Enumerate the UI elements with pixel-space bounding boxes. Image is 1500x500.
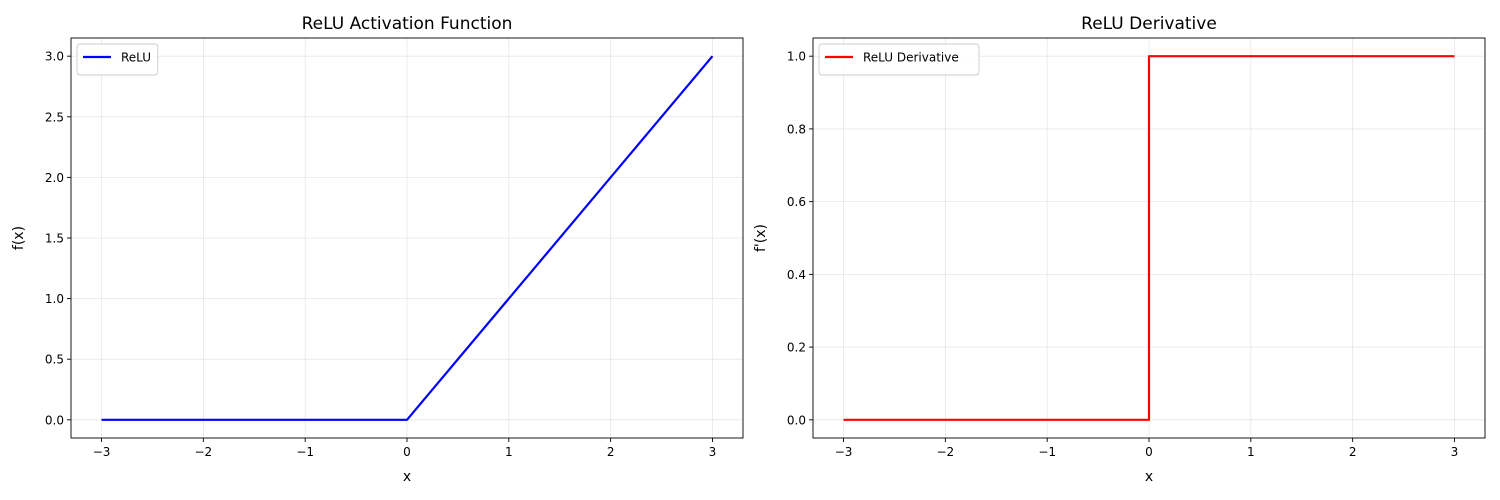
chart-2-series-line-1 <box>843 55 1455 421</box>
chart-1-y-axis-label: f(x) <box>11 226 27 250</box>
chart-2-x-tick-label: −2 <box>937 445 955 459</box>
chart-2-x-axis-label: x <box>1145 469 1153 485</box>
chart-2-y-tick-label: 1.0 <box>787 50 806 64</box>
chart-2-y-tick-label: 0.2 <box>787 341 806 355</box>
chart-1-legend: ReLU <box>76 43 159 76</box>
chart-1-y-tick-label: 3.0 <box>45 50 64 64</box>
chart-2-x-tick-label: 1 <box>1247 445 1255 459</box>
chart-1-y-tick-label: 1.0 <box>45 292 64 306</box>
chart-1-legend-box <box>76 43 159 76</box>
chart-1-y-tick-label: 1.5 <box>45 232 64 246</box>
chart-1-y-tick-label: 2.5 <box>45 110 64 124</box>
chart-1-x-tick-label: −3 <box>93 445 111 459</box>
chart-2-y-tick-label: 0.6 <box>787 195 806 209</box>
chart-1-x-tick-label: 2 <box>607 445 615 459</box>
chart-2-x-tick-label: −3 <box>835 445 853 459</box>
chart-2-legend: ReLU Derivative <box>818 43 980 76</box>
chart-1-y-tick-label: 0.0 <box>45 413 64 427</box>
chart-1: −3 −2 −1 0 1 2 3 0.0 0.5 1.0 1.5 2.0 2.5 3.0 x f(x) ReLU… <box>11 14 744 485</box>
chart-1-x-tick-label: −2 <box>195 445 213 459</box>
chart-2-x-tick-label: 0 <box>1145 445 1153 459</box>
chart-1-series-line-1 <box>101 55 714 421</box>
chart-2-legend-label: ReLU Derivative <box>863 51 959 65</box>
chart-1-y-tick-label: 2.0 <box>45 171 64 185</box>
chart-2-legend-box <box>818 43 980 76</box>
chart-1-legend-label: ReLU <box>121 51 151 65</box>
chart-1-x-tick-label: 1 <box>505 445 513 459</box>
chart-1-y-tick-label: 0.5 <box>45 353 64 367</box>
chart-1-x-tick-label: −1 <box>296 445 314 459</box>
chart-1-x-tick-label: 3 <box>709 445 717 459</box>
chart-2-x-tick-label: −1 <box>1038 445 1056 459</box>
chart-2-title: ReLU Derivative <box>1081 14 1217 34</box>
chart-1-plot-area <box>71 38 743 438</box>
chart-1-title: ReLU Activation Function <box>302 14 513 34</box>
chart-2-y-tick-label: 0.4 <box>787 268 806 282</box>
chart-2-y-axis-label: f'(x) <box>753 224 769 252</box>
chart-1-x-tick-label: 0 <box>403 445 411 459</box>
chart-2-x-tick-label: 3 <box>1451 445 1459 459</box>
chart-2-y-tick-label: 0.0 <box>787 413 806 427</box>
chart-2: −3 −2 −1 0 1 2 3 0.0 0.2 0.4 0.6 0.8 1.0 x f'(x) ReLU D… <box>753 14 1486 485</box>
chart-2-y-tick-label: 0.8 <box>787 122 806 136</box>
chart-2-x-tick-label: 2 <box>1349 445 1357 459</box>
chart-1-x-axis-label: x <box>403 469 411 485</box>
